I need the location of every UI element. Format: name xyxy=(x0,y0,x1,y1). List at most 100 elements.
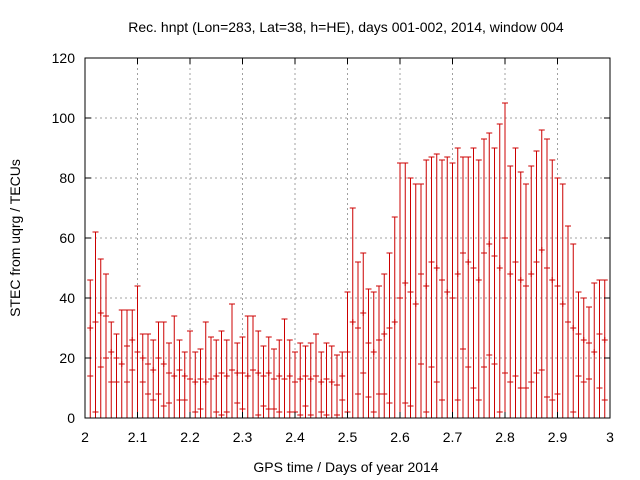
error-bar xyxy=(171,315,178,419)
error-bar xyxy=(512,147,519,418)
x-tick-label: 2.5 xyxy=(338,429,358,445)
y-tick-label: 100 xyxy=(52,110,76,126)
y-axis-label: STEC from uqrg / TECUs xyxy=(7,159,23,317)
error-bar xyxy=(523,183,529,418)
error-bar xyxy=(129,309,136,418)
error-bar xyxy=(202,321,209,419)
error-bar xyxy=(423,159,430,418)
error-bar xyxy=(575,291,582,418)
x-tick-label: 2.4 xyxy=(285,429,305,445)
error-bar xyxy=(234,342,241,418)
error-bar xyxy=(213,339,220,418)
error-bar xyxy=(365,288,372,418)
error-bar xyxy=(344,291,351,418)
error-bar xyxy=(591,282,598,419)
error-bar xyxy=(250,315,256,419)
y-tick-label: 80 xyxy=(59,170,75,186)
error-bar xyxy=(486,132,493,418)
error-bar xyxy=(533,150,540,418)
error-bar xyxy=(402,162,409,418)
error-bar xyxy=(108,321,115,418)
error-bar xyxy=(559,183,566,419)
error-bar xyxy=(208,336,214,419)
error-bar xyxy=(166,342,172,418)
error-bar xyxy=(92,231,99,418)
error-bar xyxy=(103,273,109,418)
x-axis: 2 2.1 2.2 2.3 2.4 2.5 2.6 2.7 2.8 2.9 3 xyxy=(81,58,614,445)
error-bars xyxy=(87,102,608,419)
error-bar xyxy=(339,351,346,418)
error-bar xyxy=(218,330,225,418)
chart-title: Rec. hnpt (Lon=283, Lat=38, h=HE), days … xyxy=(128,19,564,35)
error-bar xyxy=(565,225,571,419)
error-bar xyxy=(223,339,230,418)
error-bar xyxy=(323,342,330,418)
error-bar xyxy=(150,339,157,418)
x-tick-label: 2 xyxy=(81,429,89,445)
x-tick-label: 2.8 xyxy=(495,429,515,445)
error-bar xyxy=(538,129,545,418)
error-bar xyxy=(475,159,482,418)
error-bar xyxy=(433,153,440,418)
error-bar xyxy=(297,342,304,418)
error-bar xyxy=(370,291,377,418)
y-tick-label: 120 xyxy=(52,50,76,66)
error-bar xyxy=(160,321,167,418)
error-bar xyxy=(145,333,151,418)
error-bar xyxy=(271,348,277,418)
error-bar xyxy=(428,156,435,418)
error-bar xyxy=(381,273,388,418)
x-tick-label: 2.3 xyxy=(233,429,253,445)
error-bar xyxy=(155,321,162,418)
error-bar xyxy=(386,252,393,418)
error-bar xyxy=(528,165,535,418)
error-bar xyxy=(292,351,298,418)
error-bar xyxy=(554,177,561,418)
error-bar xyxy=(517,171,524,418)
x-tick-label: 2.7 xyxy=(443,429,463,445)
error-bar xyxy=(229,303,235,419)
error-bar xyxy=(549,159,556,418)
y-tick-label: 0 xyxy=(67,410,75,426)
error-bar xyxy=(318,351,325,418)
error-bar xyxy=(481,138,487,418)
error-bar xyxy=(187,330,193,419)
error-bar xyxy=(113,333,120,418)
error-bar xyxy=(328,345,335,419)
y-tick-label: 40 xyxy=(59,290,75,306)
error-bar xyxy=(244,315,251,419)
error-bar xyxy=(239,336,246,418)
error-bar xyxy=(124,309,130,418)
error-bar xyxy=(407,177,414,418)
error-bar xyxy=(544,138,550,418)
error-bar xyxy=(360,252,367,418)
error-bar xyxy=(449,162,456,419)
error-bar xyxy=(97,258,104,418)
error-bar xyxy=(570,243,577,418)
error-bar xyxy=(334,354,340,418)
error-bar xyxy=(302,345,309,418)
error-bar xyxy=(265,336,272,418)
error-bar xyxy=(596,279,603,418)
error-bar xyxy=(507,165,514,418)
x-tick-label: 2.6 xyxy=(390,429,410,445)
error-bar xyxy=(439,159,445,418)
error-bar xyxy=(276,339,283,418)
error-bar xyxy=(601,279,608,418)
error-bar xyxy=(260,345,267,418)
error-bar xyxy=(491,147,498,418)
error-bar xyxy=(586,306,592,418)
x-tick-label: 2.1 xyxy=(128,429,148,445)
error-bar xyxy=(397,162,403,419)
x-tick-label: 2.2 xyxy=(180,429,200,445)
error-bar xyxy=(465,156,472,418)
error-bar xyxy=(454,147,461,418)
y-tick-label: 20 xyxy=(59,350,75,366)
error-bar xyxy=(496,123,503,418)
error-bar xyxy=(460,156,466,418)
error-bar xyxy=(376,285,382,418)
x-tick-label: 3 xyxy=(606,429,614,445)
error-bar xyxy=(286,339,293,418)
error-bar xyxy=(87,279,94,418)
